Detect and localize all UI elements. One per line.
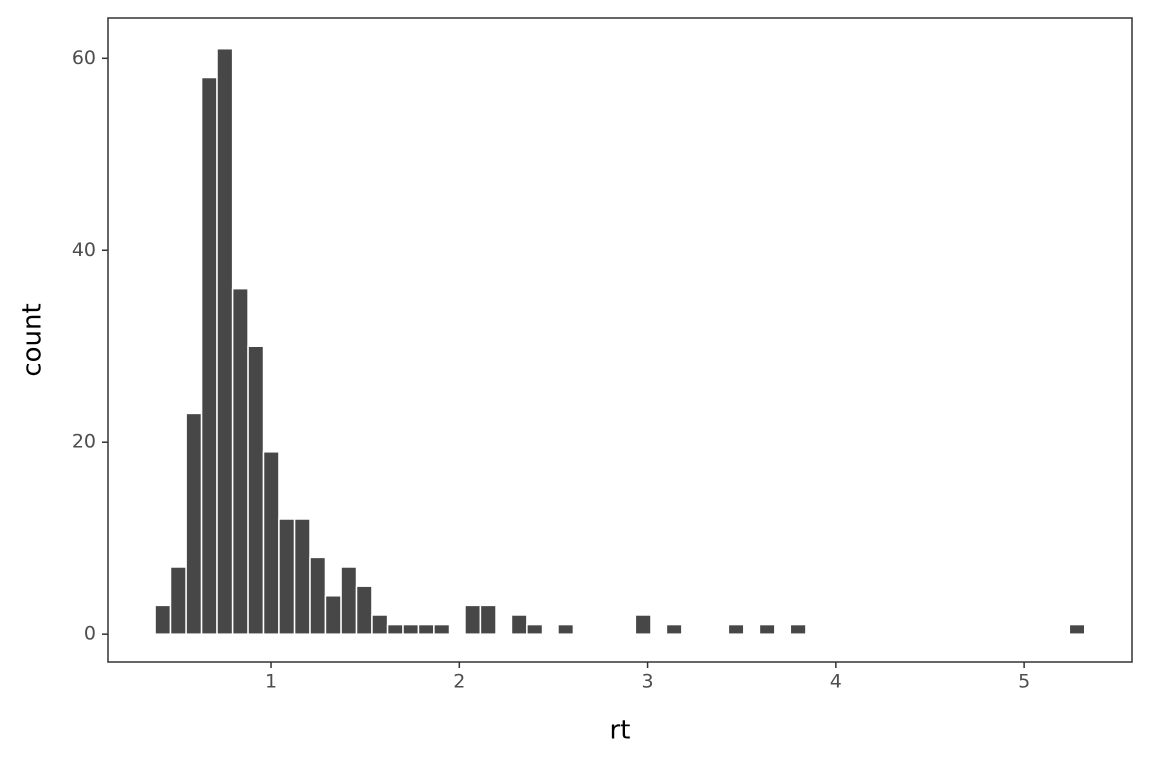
- bar: [479, 604, 497, 635]
- bar: [557, 623, 575, 635]
- bar: [200, 76, 218, 635]
- bar: [526, 623, 544, 635]
- bar: [324, 595, 342, 635]
- bar: [634, 614, 652, 635]
- bar: [278, 518, 296, 635]
- bar: [185, 412, 203, 635]
- x-tick-label: 4: [830, 671, 842, 693]
- y-tick-label: 60: [72, 47, 96, 69]
- y-tick-label: 0: [84, 623, 96, 645]
- bar: [727, 623, 745, 635]
- bar: [340, 566, 358, 635]
- x-tick-label: 2: [453, 671, 465, 693]
- x-axis-title: rt: [610, 716, 631, 746]
- bar: [789, 623, 807, 635]
- bar: [154, 604, 172, 635]
- bar: [758, 623, 776, 635]
- bar: [293, 518, 311, 635]
- bar: [1068, 623, 1086, 635]
- bar: [464, 604, 482, 635]
- bar: [169, 566, 187, 635]
- x-tick-label: 3: [642, 671, 654, 693]
- bar: [262, 451, 280, 635]
- bar: [510, 614, 528, 635]
- bar: [216, 47, 234, 635]
- bars: [154, 47, 1086, 635]
- bar: [355, 585, 373, 635]
- x-tick-label: 5: [1018, 671, 1030, 693]
- y-tick-label: 40: [72, 239, 96, 261]
- bar: [247, 345, 265, 635]
- bar: [402, 623, 420, 635]
- bar: [433, 623, 451, 635]
- panel-border: [107, 17, 1133, 663]
- y-axis-title: count: [18, 303, 48, 376]
- bar: [371, 614, 389, 635]
- bar: [665, 623, 683, 635]
- bar: [231, 287, 249, 635]
- x-tick-label: 1: [265, 671, 277, 693]
- bar: [309, 556, 327, 635]
- bar: [386, 623, 404, 635]
- y-tick-label: 20: [72, 431, 96, 453]
- bar: [417, 623, 435, 635]
